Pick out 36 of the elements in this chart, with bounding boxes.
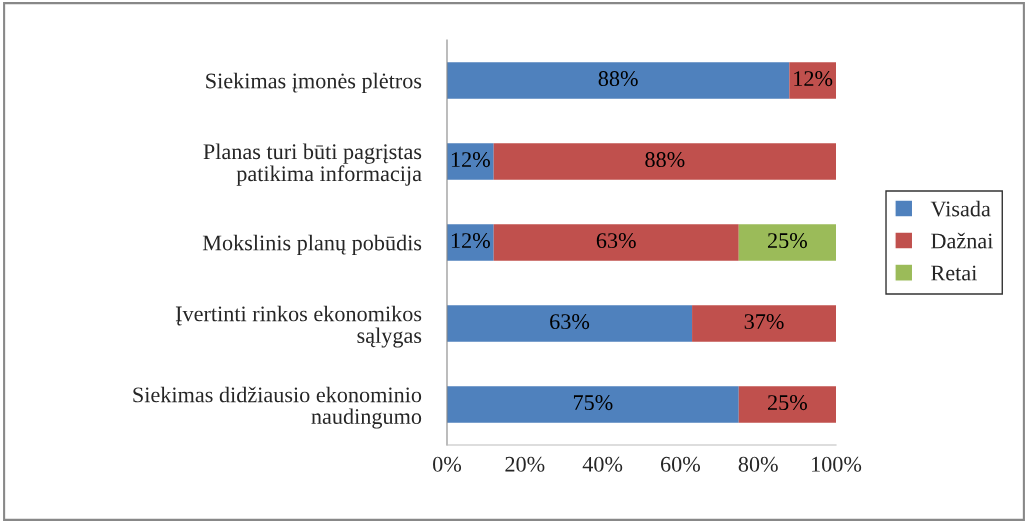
data-label: 25% <box>767 395 807 411</box>
data-label: 63% <box>550 314 590 330</box>
y-tick-label: Siekimas didžiausio ekonominio naudingumo <box>133 386 422 429</box>
legend-label: Retai <box>931 265 977 281</box>
data-label: 63% <box>596 233 636 249</box>
y-tick-label: Įvertinti rinkos ekonomikos sąlygas <box>175 305 422 348</box>
bar <box>493 143 836 180</box>
data-label: 75% <box>573 395 613 411</box>
bar <box>447 305 693 342</box>
data-label: 88% <box>645 152 685 168</box>
data-label: 12% <box>451 233 490 249</box>
x-tick-label: 20% <box>505 456 545 472</box>
data-label: 25% <box>767 233 807 249</box>
bar <box>692 305 836 342</box>
data-label: 37% <box>744 314 784 330</box>
data-label: 12% <box>451 152 490 168</box>
bar <box>447 143 494 180</box>
y-tick-label: Planas turi būti pagrįstas patikima informacija <box>203 143 422 186</box>
bar <box>738 224 836 261</box>
bar <box>447 62 790 99</box>
bar <box>789 62 836 99</box>
bar <box>738 386 836 423</box>
y-tick-label: Siekimas įmonės plėtros <box>206 72 422 93</box>
x-tick-label: 80% <box>738 456 778 472</box>
bar <box>493 224 739 261</box>
bar <box>447 386 739 423</box>
x-tick-label: 100% <box>812 456 862 472</box>
legend-label: Dažnai <box>931 232 993 249</box>
bar <box>447 224 494 261</box>
x-tick-label: 40% <box>582 456 623 472</box>
data-label: 12% <box>794 71 833 87</box>
data-label: 88% <box>598 71 638 87</box>
x-tick-label: 60% <box>660 456 701 472</box>
y-tick-label: Mokslinis planų pobūdis <box>202 234 422 255</box>
x-tick-label: 0% <box>433 456 462 472</box>
legend-label: Visada <box>930 200 991 217</box>
